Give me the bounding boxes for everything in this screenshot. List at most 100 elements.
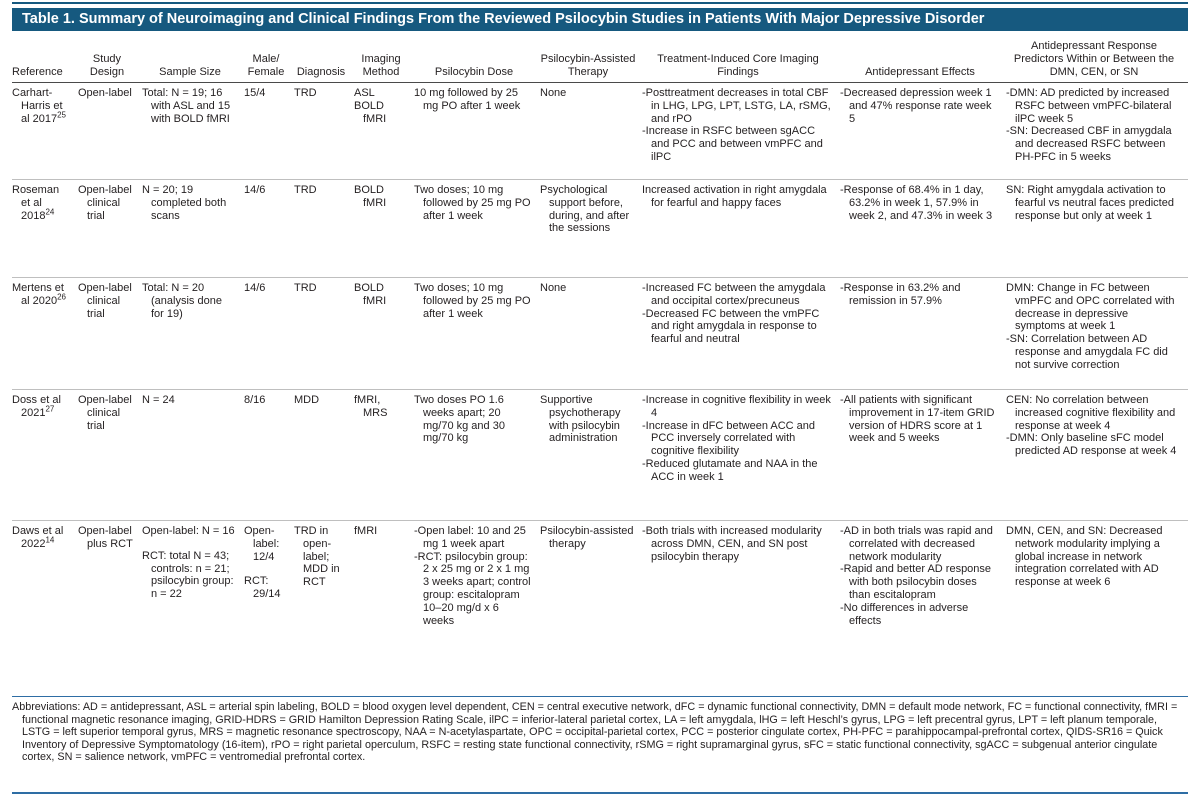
cell-paragraph: BOLD fMRI xyxy=(354,184,387,209)
cell-paragraph: -DMN: Only baseline sFC model predicted … xyxy=(1006,432,1177,458)
cell-reference: Doss et al 202127 xyxy=(12,390,78,521)
cell-effects: -Response in 63.2% and remission in 57.9… xyxy=(840,278,1006,390)
cell-reference: Mertens et al 202026 xyxy=(12,278,78,390)
cell-findings: -Posttreatment decreases in total CBF in… xyxy=(642,83,840,180)
cell-sample: N = 20; 19 completed both scans xyxy=(142,180,244,278)
cell-findings: -Both trials with increased modularity a… xyxy=(642,521,840,697)
cell-imaging: fMRI xyxy=(354,521,414,697)
cell-paragraph: Increased activation in right amygdala f… xyxy=(642,184,827,209)
cell-diagnosis: TRD xyxy=(294,83,354,180)
col-header-response-predictors: Antidepressant Response Predictors Withi… xyxy=(1013,40,1175,78)
cell-paragraph: DMN, CEN, and SN: Decreased network modu… xyxy=(1006,525,1163,589)
col-header-imaging-findings: Treatment-Induced Core Imaging Findings xyxy=(657,53,819,78)
cell-paragraph: -Increase in cognitive flexibility in we… xyxy=(642,394,831,419)
cell-paragraph: Supportive psychotherapy with psilocybin… xyxy=(540,394,621,445)
cell-paragraph: Open-label: 12/4 xyxy=(244,525,280,563)
cell-paragraph: Two doses; 10 mg followed by 25 mg PO af… xyxy=(414,282,531,320)
cell-paragraph: BOLD fMRI xyxy=(354,99,387,125)
cell-predictors: -DMN: AD predicted by increased RSFC bet… xyxy=(1006,83,1188,180)
cell-paragraph: -Posttreatment decreases in total CBF in… xyxy=(642,87,831,125)
reference-text: Roseman et al 201824 xyxy=(12,184,60,222)
reference-citation-superscript: 26 xyxy=(57,292,66,302)
cell-paragraph: N = 24 xyxy=(142,394,175,406)
cell-predictors: DMN: Change in FC between vmPFC and OPC … xyxy=(1006,278,1188,390)
cell-spacer xyxy=(244,563,286,575)
reference-text: Daws et al 202214 xyxy=(12,525,64,550)
cell-paragraph: -Response in 63.2% and remission in 57.9… xyxy=(840,282,961,307)
cell-paragraph: -Increased FC between the amygdala and o… xyxy=(642,282,826,307)
cell-paragraph: N = 20; 19 completed both scans xyxy=(142,184,227,222)
cell-paragraph: -SN: Correlation between AD response and… xyxy=(1006,333,1168,371)
table-row: Carhart-Harris et al 201725 Open-label Tot… xyxy=(12,83,1188,180)
cell-paragraph: Total: N = 20 (analysis done for 19) xyxy=(142,282,222,320)
cell-paragraph: Psychological support before, during, an… xyxy=(540,184,630,235)
reference-text: Doss et al 202127 xyxy=(12,394,61,419)
cell-paragraph: -DMN: AD predicted by increased RSFC bet… xyxy=(1006,87,1172,125)
cell-predictors: CEN: No correlation between increased co… xyxy=(1006,390,1188,521)
abbreviations-footnote: Abbreviations: AD = antidepressant, ASL … xyxy=(12,701,1178,764)
cell-dose: Two doses; 10 mg followed by 25 mg PO af… xyxy=(414,278,540,390)
cell-paragraph: MDD xyxy=(294,394,320,406)
cell-diagnosis: TRD xyxy=(294,180,354,278)
cell-diagnosis: TRD xyxy=(294,278,354,390)
cell-paragraph: SN: Right amygdala activation to fearful… xyxy=(1006,184,1174,222)
col-header-psilocybin-dose: Psilocybin Dose xyxy=(434,66,514,78)
cell-design: Open-label plus RCT xyxy=(78,521,142,697)
cell-paragraph: -Response of 68.4% in 1 day, 63.2% in we… xyxy=(840,184,993,222)
cell-therapy: None xyxy=(540,278,642,390)
reference-citation-superscript: 14 xyxy=(45,535,55,545)
cell-design: Open-label xyxy=(78,83,142,180)
cell-paragraph: -Increase in RSFC between sgACC and PCC … xyxy=(642,125,823,163)
cell-paragraph: TRD xyxy=(294,282,317,294)
cell-paragraph: None xyxy=(540,87,567,99)
table-row: Doss et al 202127 Open-label clinical tri… xyxy=(12,390,1188,521)
cell-paragraph: -All patients with significant improveme… xyxy=(840,394,995,445)
top-rule xyxy=(12,2,1188,4)
cell-predictors: SN: Right amygdala activation to fearful… xyxy=(1006,180,1188,278)
reference-text: Carhart-Harris et al 201725 xyxy=(12,87,66,125)
cell-paragraph: 8/16 xyxy=(244,394,266,406)
cell-paragraph: TRD xyxy=(294,184,317,196)
table-row: Mertens et al 202026 Open-label clinical … xyxy=(12,278,1188,390)
bottom-rule xyxy=(12,792,1188,794)
cell-paragraph: Open-label clinical trial xyxy=(78,184,132,222)
cell-spacer xyxy=(142,538,236,550)
reference-citation-superscript: 27 xyxy=(45,404,55,414)
cell-male-female: Open-label: 12/4 RCT: 29/14 xyxy=(244,521,294,697)
cell-paragraph: Open-label clinical trial xyxy=(78,282,132,320)
cell-paragraph: -Both trials with increased modularity a… xyxy=(642,525,822,563)
cell-therapy: Psilocybin-assisted therapy xyxy=(540,521,642,697)
cell-paragraph: Open-label clinical trial xyxy=(78,394,132,432)
cell-findings: Increased activation in right amygdala f… xyxy=(642,180,840,278)
cell-dose: -Open label: 10 and 25 mg 1 week apart -R… xyxy=(414,521,540,697)
cell-dose: Two doses PO 1.6 weeks apart; 20 mg/70 k… xyxy=(414,390,540,521)
cell-paragraph: RCT: total N = 43; controls: n = 21; psi… xyxy=(142,549,234,601)
cell-imaging: fMRI, MRS xyxy=(354,390,414,521)
col-header-antidepressant-effects: Antidepressant Effects xyxy=(865,66,975,78)
cell-paragraph: RCT: 29/14 xyxy=(244,575,281,601)
reference-text: Mertens et al 202026 xyxy=(12,282,66,307)
cell-imaging: BOLD fMRI xyxy=(354,180,414,278)
cell-therapy: Supportive psychotherapy with psilocybin… xyxy=(540,390,642,521)
cell-therapy: None xyxy=(540,83,642,180)
cell-sample: Total: N = 20 (analysis done for 19) xyxy=(142,278,244,390)
cell-sample: Open-label: N = 16 RCT: total N = 43; con… xyxy=(142,521,244,697)
header-row: Reference Study Design Sample Size Male/… xyxy=(12,34,1188,83)
col-header-male-female: Male/ Female xyxy=(247,53,285,78)
cell-reference: Roseman et al 201824 xyxy=(12,180,78,278)
cell-dose: 10 mg followed by 25 mg PO after 1 week xyxy=(414,83,540,180)
cell-design: Open-label clinical trial xyxy=(78,390,142,521)
cell-paragraph: Two doses; 10 mg followed by 25 mg PO af… xyxy=(414,184,531,222)
cell-diagnosis: TRD in open-label; MDD in RCT xyxy=(294,521,354,697)
cell-paragraph: TRD xyxy=(294,87,317,99)
cell-dose: Two doses; 10 mg followed by 25 mg PO af… xyxy=(414,180,540,278)
col-header-diagnosis: Diagnosis xyxy=(296,66,346,78)
cell-male-female: 14/6 xyxy=(244,278,294,390)
cell-design: Open-label clinical trial xyxy=(78,180,142,278)
cell-paragraph: 15/4 xyxy=(244,87,266,99)
cell-male-female: 15/4 xyxy=(244,83,294,180)
cell-paragraph: -AD in both trials was rapid and correla… xyxy=(840,525,993,563)
cell-paragraph: 14/6 xyxy=(244,184,266,196)
cell-paragraph: Open-label: N = 16 xyxy=(142,525,235,537)
